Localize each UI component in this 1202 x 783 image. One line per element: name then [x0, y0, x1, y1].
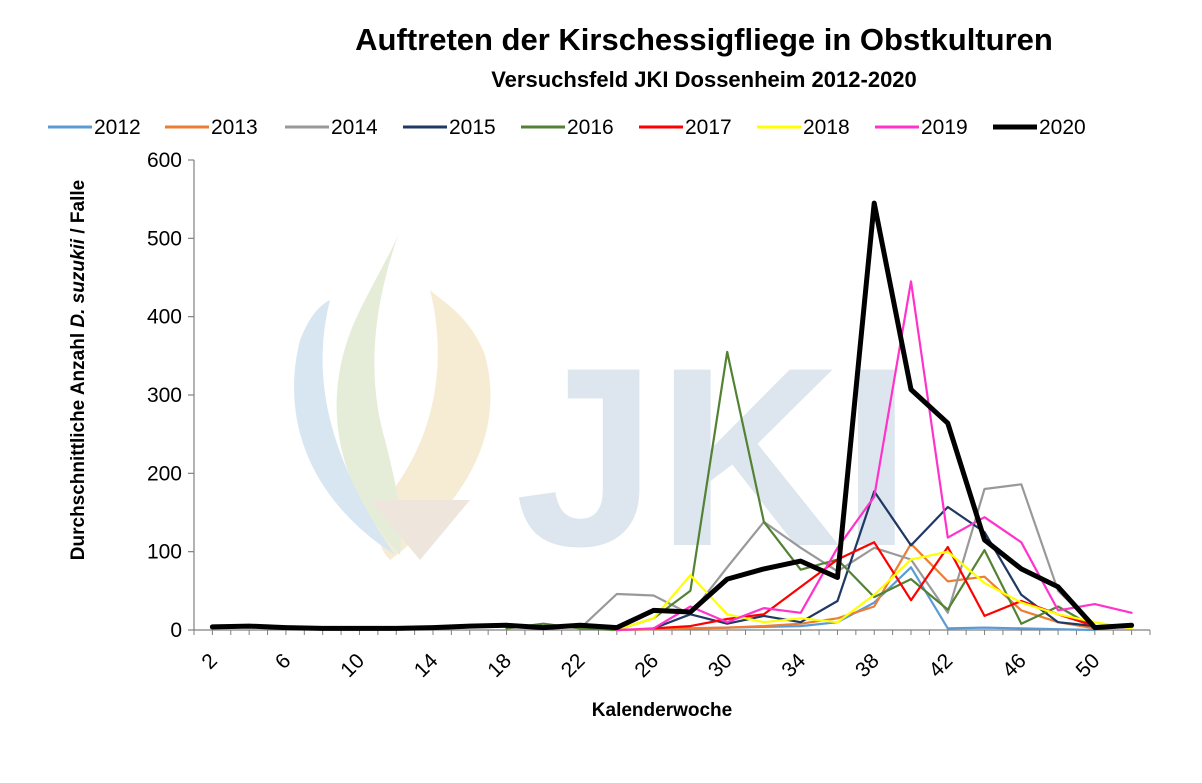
y-tick-label: 200: [147, 462, 182, 485]
y-tick-label: 600: [147, 149, 182, 172]
watermark-flame-tan: [370, 500, 470, 560]
legend-label-2012: 2012: [94, 116, 141, 139]
x-tick-label: 14: [410, 649, 443, 682]
x-tick-label: 2: [197, 649, 222, 674]
watermark-text: JKI: [515, 315, 912, 600]
series-line-2020: [209, 200, 1135, 631]
x-tick-label: 50: [1072, 649, 1105, 682]
x-tick-label: 38: [851, 649, 884, 682]
y-axis-title-prefix: Durchschnittliche Anzahl: [68, 328, 89, 561]
x-tick-label: 26: [630, 649, 663, 682]
x-tick-label: 46: [998, 649, 1031, 682]
x-tick-label: 10: [336, 649, 369, 682]
series-layer: [209, 200, 1135, 632]
y-tick-label: 500: [147, 227, 182, 250]
x-tick-label: 34: [777, 649, 810, 682]
y-tick-label: 400: [147, 306, 182, 329]
series-line-2019: [615, 280, 1133, 632]
watermark-flame-yellow: [379, 290, 491, 560]
series-line-2016: [505, 350, 1096, 632]
y-axis-title-suffix: / Falle: [68, 180, 89, 239]
watermark-flame-green: [336, 230, 402, 555]
legend: 2012 2013 2014 2015 2016 2017 2018 2019 2020: [48, 116, 1086, 139]
y-axis-title: Durchschnittliche Anzahl D. suzukii / Fa…: [68, 180, 89, 560]
y-tick-label: 100: [147, 541, 182, 564]
series-line-2015: [652, 490, 1133, 630]
legend-label-2020: 2020: [1039, 116, 1086, 139]
x-tick-label: 30: [704, 649, 737, 682]
y-axis-title-species: D. suzukii: [68, 238, 89, 327]
y-tick-label: 300: [147, 384, 182, 407]
x-tick-label: 42: [925, 649, 958, 682]
series-line-2018: [615, 550, 1133, 632]
legend-label-2016: 2016: [567, 116, 614, 139]
jki-watermark: JKI: [294, 230, 912, 600]
x-tick-label: 18: [483, 649, 516, 682]
legend-label-2015: 2015: [449, 116, 496, 139]
series-line-2013: [615, 542, 1096, 632]
axis-labels: Kalenderwoche Durchschnittliche Anzahl D.…: [68, 180, 732, 721]
x-tick-label: 6: [271, 649, 296, 674]
legend-label-2013: 2013: [211, 116, 258, 139]
x-tick-label: 22: [557, 649, 590, 682]
x-axis-title: Kalenderwoche: [592, 700, 732, 721]
y-tick-label: 0: [170, 619, 182, 642]
legend-label-2019: 2019: [921, 116, 968, 139]
legend-label-2017: 2017: [685, 116, 732, 139]
legend-label-2014: 2014: [331, 116, 378, 139]
chart-subtitle: Versuchsfeld JKI Dossenheim 2012-2020: [491, 67, 917, 92]
watermark-flame-blue: [294, 300, 395, 555]
chart-title: Auftreten der Kirschessigfliege in Obstk…: [355, 22, 1053, 57]
legend-label-2018: 2018: [803, 116, 850, 139]
